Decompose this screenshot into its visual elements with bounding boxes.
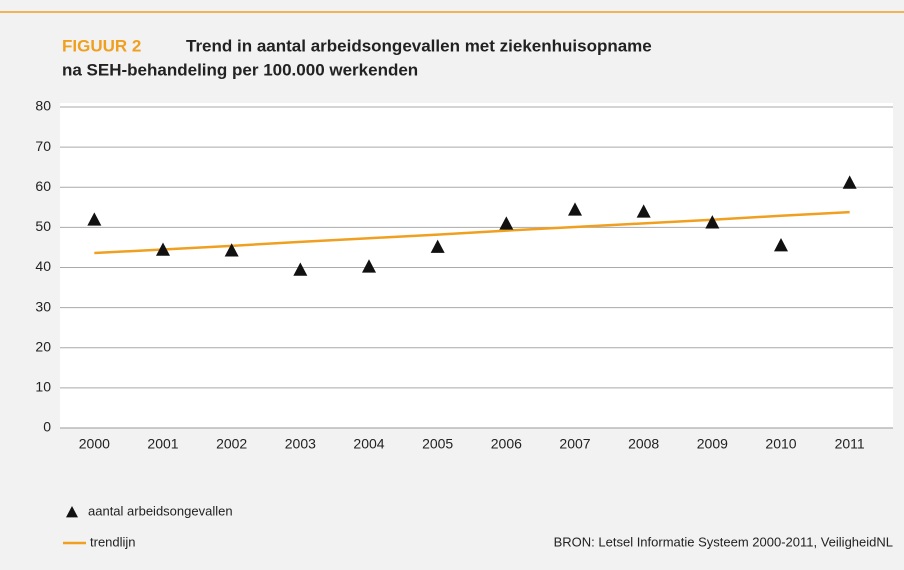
chart-subtitle: na SEH-behandeling per 100.000 werkenden xyxy=(62,60,418,79)
data-point xyxy=(705,215,720,229)
data-point xyxy=(636,204,651,218)
plot-area xyxy=(60,103,893,428)
y-tick-label: 70 xyxy=(35,138,51,154)
x-tick-label: 2007 xyxy=(559,436,590,452)
chart-title: Trend in aantal arbeidsongevallen met zi… xyxy=(186,36,652,55)
x-tick-label: 2002 xyxy=(216,436,247,452)
y-tick-label: 0 xyxy=(43,419,51,435)
source: BRON: Letsel Informatie Systeem 2000-201… xyxy=(554,534,893,549)
data-point xyxy=(842,175,857,189)
y-tick-label: 50 xyxy=(35,218,51,234)
x-tick-label: 2009 xyxy=(697,436,728,452)
data-point xyxy=(430,239,445,253)
y-tick-label: 40 xyxy=(35,258,51,274)
y-tick-label: 30 xyxy=(35,298,51,314)
data-point xyxy=(87,212,102,226)
y-tick-label: 80 xyxy=(35,98,51,114)
x-tick-label: 2003 xyxy=(285,436,316,452)
legend-marker xyxy=(66,506,78,518)
x-tick-label: 2010 xyxy=(765,436,796,452)
x-tick-label: 2011 xyxy=(835,436,865,452)
data-point xyxy=(293,262,308,276)
x-tick-label: 2006 xyxy=(491,436,522,452)
legend-label: aantal arbeidsongevallen xyxy=(88,503,233,518)
legend-label: trendlijn xyxy=(90,534,136,549)
data-point xyxy=(499,216,514,230)
data-point xyxy=(362,259,376,273)
data-point xyxy=(774,238,788,252)
x-tick-label: 2004 xyxy=(353,436,384,452)
data-point xyxy=(568,202,582,216)
x-tick-label: 2000 xyxy=(79,436,110,452)
y-tick-label: 20 xyxy=(35,338,51,354)
figure-label: FIGUUR 2 xyxy=(62,36,141,55)
x-tick-label: 2001 xyxy=(147,436,178,452)
y-tick-label: 60 xyxy=(35,178,51,194)
data-point xyxy=(156,242,170,256)
y-tick-label: 10 xyxy=(35,379,51,395)
trend-line xyxy=(94,210,850,255)
x-tick-label: 2005 xyxy=(422,436,453,452)
x-tick-label: 2008 xyxy=(628,436,659,452)
data-point xyxy=(224,243,239,257)
